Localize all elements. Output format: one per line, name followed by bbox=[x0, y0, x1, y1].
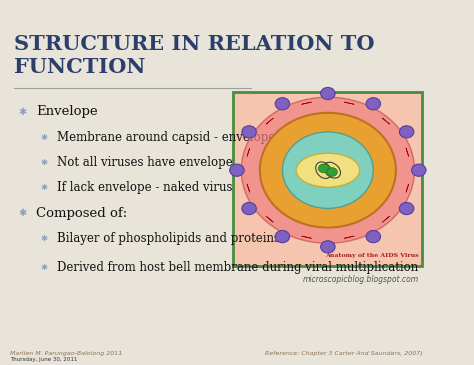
Text: Marilen M. Parungao-Balolong 2011: Marilen M. Parungao-Balolong 2011 bbox=[10, 351, 122, 356]
Circle shape bbox=[411, 164, 426, 176]
Bar bbox=[233, 92, 422, 266]
Polygon shape bbox=[247, 148, 250, 157]
Ellipse shape bbox=[296, 153, 360, 187]
Circle shape bbox=[230, 164, 244, 176]
Polygon shape bbox=[266, 118, 273, 124]
Polygon shape bbox=[266, 216, 273, 222]
Polygon shape bbox=[383, 118, 390, 124]
Text: Membrane around capsid - enveloped virus: Membrane around capsid - enveloped virus bbox=[57, 131, 316, 144]
Text: Not all viruses have envelope: Not all viruses have envelope bbox=[57, 156, 233, 169]
Text: Envelope: Envelope bbox=[36, 105, 97, 118]
Text: ✱: ✱ bbox=[40, 263, 47, 272]
Polygon shape bbox=[344, 102, 354, 104]
Polygon shape bbox=[247, 184, 250, 192]
Text: Thursday, June 30, 2011: Thursday, June 30, 2011 bbox=[10, 357, 77, 362]
Text: Derived from host bell membrane during viral multiplication: Derived from host bell membrane during v… bbox=[57, 261, 419, 274]
Circle shape bbox=[275, 98, 290, 110]
Circle shape bbox=[366, 231, 381, 243]
Text: Bilayer of phospholipids and proteins: Bilayer of phospholipids and proteins bbox=[57, 232, 280, 245]
Circle shape bbox=[275, 231, 290, 243]
Circle shape bbox=[283, 132, 373, 208]
Circle shape bbox=[319, 164, 328, 173]
Circle shape bbox=[320, 241, 335, 253]
Text: ✱: ✱ bbox=[18, 107, 27, 117]
Text: ✱: ✱ bbox=[18, 208, 27, 218]
Text: STRUCTURE IN RELATION TO
FUNCTION: STRUCTURE IN RELATION TO FUNCTION bbox=[14, 34, 375, 77]
Polygon shape bbox=[301, 236, 311, 238]
Circle shape bbox=[366, 98, 381, 110]
Polygon shape bbox=[344, 236, 354, 238]
Text: ✱: ✱ bbox=[40, 184, 47, 192]
Circle shape bbox=[260, 113, 396, 227]
Polygon shape bbox=[406, 148, 409, 157]
Polygon shape bbox=[301, 102, 311, 104]
Text: ✱: ✱ bbox=[40, 133, 47, 142]
Circle shape bbox=[242, 126, 256, 138]
Text: Reference: Chapter 3 Carter And Saunders, 2007): Reference: Chapter 3 Carter And Saunders… bbox=[264, 351, 422, 356]
Polygon shape bbox=[406, 184, 409, 192]
Text: Composed of:: Composed of: bbox=[36, 207, 127, 220]
Circle shape bbox=[242, 203, 256, 215]
Circle shape bbox=[327, 168, 337, 176]
Circle shape bbox=[320, 88, 335, 100]
Text: ✱: ✱ bbox=[40, 234, 47, 243]
Text: If lack envelope - naked virus: If lack envelope - naked virus bbox=[57, 181, 233, 195]
Text: ✱: ✱ bbox=[40, 158, 47, 167]
Circle shape bbox=[400, 126, 414, 138]
Circle shape bbox=[241, 97, 414, 243]
Circle shape bbox=[400, 203, 414, 215]
Polygon shape bbox=[383, 216, 390, 222]
Text: microscopicblog.blogspot.com: microscopicblog.blogspot.com bbox=[302, 275, 419, 284]
Text: Anatomy of the AIDS Virus: Anatomy of the AIDS Virus bbox=[325, 253, 419, 258]
